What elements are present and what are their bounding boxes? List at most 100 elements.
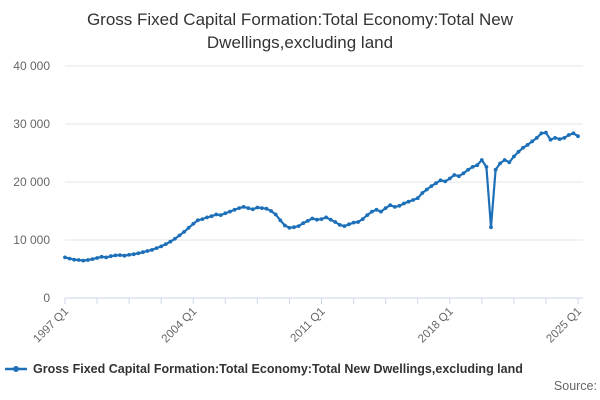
series-point-marker[interactable] [539,131,544,136]
series-point-marker[interactable] [571,131,576,136]
series-point-marker[interactable] [502,158,507,162]
series-point-marker[interactable] [447,176,452,181]
legend-item[interactable]: Gross Fixed Capital Formation:Total Econ… [4,362,523,376]
series-point-marker[interactable] [553,136,557,140]
series-point-marker[interactable] [534,136,539,140]
series-point-marker[interactable] [516,149,521,154]
series-point-marker[interactable] [141,250,145,255]
series-point-marker[interactable] [337,223,342,227]
series-point-marker[interactable] [484,165,489,169]
series-point-marker[interactable] [424,187,429,192]
series-point-marker[interactable] [315,217,319,222]
series-point-marker[interactable] [548,137,553,142]
series-point-marker[interactable] [76,258,81,262]
series-point-marker[interactable] [566,133,571,137]
series-point-marker[interactable] [576,134,580,139]
series-point-marker[interactable] [154,246,159,251]
series-point-marker[interactable] [388,203,393,208]
series-point-marker[interactable] [150,248,154,252]
series-point-marker[interactable] [191,221,196,226]
series-point-marker[interactable] [113,253,118,258]
series-point-marker[interactable] [246,206,251,211]
series-point-marker[interactable] [90,257,95,261]
series-point-marker[interactable] [182,230,187,234]
series-point-marker[interactable] [544,130,548,135]
series-point-marker[interactable] [228,209,232,214]
series-point-marker[interactable] [122,253,127,258]
series-point-marker[interactable] [278,218,283,223]
series-line[interactable] [63,131,580,262]
series-point-marker[interactable] [104,255,109,260]
series-point-marker[interactable] [498,161,502,166]
series-point-marker[interactable] [63,255,67,260]
series-point-marker[interactable] [356,220,360,224]
series-point-marker[interactable] [507,160,512,165]
series-point-marker[interactable] [223,211,228,216]
series-point-marker[interactable] [209,214,214,219]
series-point-marker[interactable] [283,223,287,228]
series-point-marker[interactable] [186,225,191,230]
series-point-marker[interactable] [250,207,255,212]
series-point-marker[interactable] [195,218,200,223]
series-point-marker[interactable] [86,258,90,262]
series-point-marker[interactable] [177,233,182,238]
series-point-marker[interactable] [347,222,351,227]
series-point-marker[interactable] [218,213,223,218]
series-point-marker[interactable] [333,220,338,224]
series-point-marker[interactable] [411,198,415,202]
series-point-marker[interactable] [530,139,535,144]
series-point-marker[interactable] [525,143,530,147]
series-point-marker[interactable] [475,163,480,168]
series-point-marker[interactable] [237,206,242,211]
series-point-marker[interactable] [402,201,406,206]
series-point-marker[interactable] [264,206,269,211]
series-point-marker[interactable] [415,196,420,201]
series-point-marker[interactable] [360,217,365,222]
series-point-marker[interactable] [365,213,370,218]
series-point-marker[interactable] [200,217,205,222]
series-point-marker[interactable] [145,249,150,253]
series-point-marker[interactable] [438,178,443,183]
series-point-marker[interactable] [108,254,113,259]
series-point-marker[interactable] [429,184,434,189]
series-point-marker[interactable] [420,191,425,195]
series-point-marker[interactable] [392,205,397,209]
series-point-marker[interactable] [342,224,347,229]
series-point-marker[interactable] [493,167,498,172]
series-point-marker[interactable] [136,251,141,256]
series-point-marker[interactable] [310,216,315,221]
series-point-marker[interactable] [163,242,168,247]
series-point-marker[interactable] [383,206,388,211]
series-point-marker[interactable] [99,254,104,259]
series-point-marker[interactable] [296,224,301,229]
series-point-marker[interactable] [81,258,86,263]
series-point-marker[interactable] [479,158,484,162]
series-point-marker[interactable] [205,215,209,220]
series-point-marker[interactable] [521,145,525,150]
series-point-marker[interactable] [370,209,374,214]
series-point-marker[interactable] [255,205,260,210]
series-point-marker[interactable] [241,205,246,209]
series-point-marker[interactable] [260,206,264,211]
series-point-marker[interactable] [562,136,567,140]
series-point-marker[interactable] [328,217,333,222]
series-point-marker[interactable] [434,181,438,186]
series-point-marker[interactable] [67,256,72,261]
series-point-marker[interactable] [292,225,296,230]
series-point-marker[interactable] [406,199,411,204]
series-point-marker[interactable] [168,239,173,244]
series-point-marker[interactable] [379,209,383,214]
series-point-marker[interactable] [273,212,278,217]
series-point-marker[interactable] [95,256,99,260]
series-point-marker[interactable] [72,257,77,262]
series-point-marker[interactable] [470,165,475,169]
series-point-marker[interactable] [443,179,448,184]
series-point-marker[interactable] [512,154,516,159]
series-point-marker[interactable] [305,219,310,223]
series-point-marker[interactable] [489,225,493,230]
series-point-marker[interactable] [351,220,356,225]
series-point-marker[interactable] [319,217,324,222]
series-point-marker[interactable] [287,225,292,230]
series-point-marker[interactable] [397,203,402,208]
